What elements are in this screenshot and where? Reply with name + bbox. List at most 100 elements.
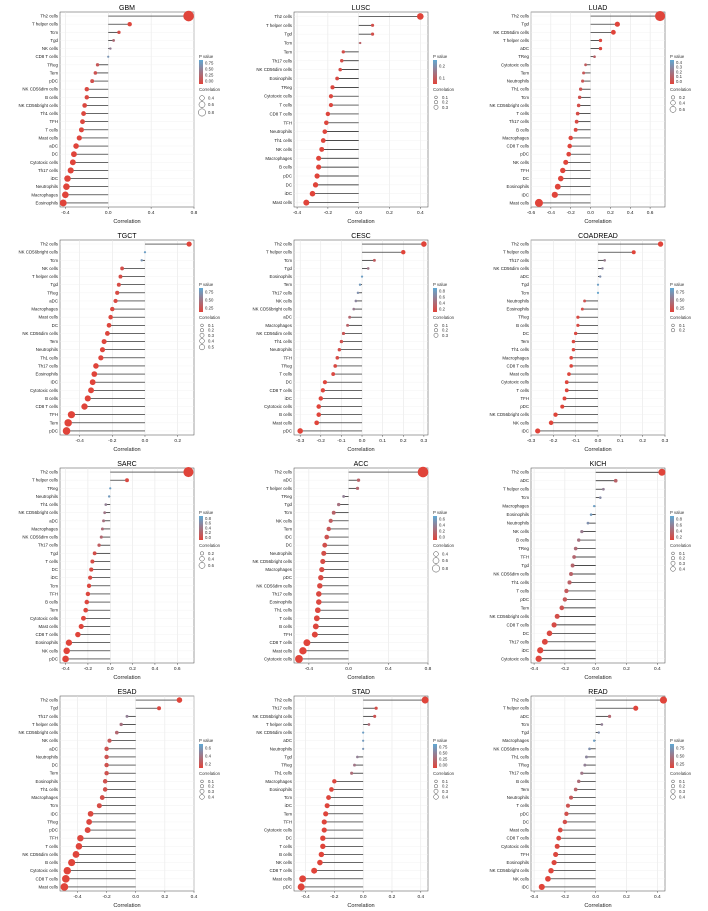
panel-title: COADREAD <box>578 233 618 240</box>
x-tick-label: 0.6 <box>647 210 654 216</box>
category-label: Neutrophils <box>507 521 530 526</box>
data-point <box>76 135 82 141</box>
data-point <box>112 39 115 42</box>
data-point <box>576 315 580 319</box>
x-tick-label: 0.0 <box>132 894 139 900</box>
x-tick-label: -0.2 <box>84 666 93 672</box>
category-label: TFH <box>520 555 529 560</box>
pvalue-color-bar <box>199 744 203 768</box>
pvalue-color-bar <box>433 288 437 312</box>
panel-title: READ <box>588 689 607 696</box>
category-label: Th1 cells <box>40 111 58 116</box>
category-label: CD8 T cells <box>269 388 292 393</box>
category-label: Th2 cells <box>274 698 292 703</box>
category-label: CD8 T cells <box>35 876 58 881</box>
data-point <box>372 258 376 262</box>
category-label: Eosinophils <box>36 372 59 377</box>
pvalue-tick-label: 0.0 <box>676 79 683 84</box>
data-point <box>348 315 352 319</box>
data-point <box>535 655 542 662</box>
category-label: Cytotoxic cells <box>264 656 293 661</box>
plot-area <box>59 695 195 892</box>
category-label: iDC <box>285 396 292 401</box>
data-point <box>324 803 330 809</box>
data-point <box>569 356 573 360</box>
data-point <box>335 76 340 81</box>
data-point <box>320 835 326 841</box>
category-label: Th1 cells <box>40 787 58 792</box>
category-label: DC <box>523 819 529 824</box>
category-label: CD8 T cells <box>506 622 529 627</box>
x-tick-label: -0.2 <box>330 894 339 900</box>
x-tick-label: -0.6 <box>527 210 536 216</box>
data-point <box>75 843 83 850</box>
data-point <box>553 412 558 417</box>
data-point <box>337 347 342 352</box>
category-label: Th17 cells <box>38 543 59 548</box>
pvalue-tick-label: 0.0 <box>439 534 446 539</box>
category-label: NK CD56bright cells <box>252 559 292 564</box>
category-label: Macrophages <box>265 156 292 161</box>
data-point <box>97 543 101 547</box>
data-point <box>120 266 124 271</box>
category-label: DC <box>52 152 58 157</box>
data-point <box>320 138 326 143</box>
size-legend-title: Correlation <box>433 87 455 92</box>
size-legend-label: 0.2 <box>208 551 215 556</box>
x-tick-label: -0.2 <box>561 666 570 672</box>
x-tick-label: -0.4 <box>73 894 82 900</box>
size-legend-circle <box>434 779 438 784</box>
pvalue-color-bar <box>199 288 203 312</box>
pvalue-color-bar <box>433 60 437 84</box>
category-label: Tgd <box>284 32 292 37</box>
x-tick-label: -0.4 <box>530 894 539 900</box>
panel-title: TGCT <box>117 233 137 240</box>
size-legend-label: 0.2 <box>679 95 686 100</box>
category-label: Eosinophils <box>270 274 293 279</box>
lollipop-chart: -0.4 -0.2 0.0 0.2 0.4 Th2 cells Tgd Th17 cells T… <box>18 689 220 909</box>
panel-esad: -0.4 -0.2 0.0 0.2 0.4 Th2 cells Tgd Th17 cells T… <box>8 687 230 911</box>
category-label: NK CD56bright cells <box>18 510 58 515</box>
category-label: T cells <box>45 559 58 564</box>
x-tick-label: 0.0 <box>359 438 366 444</box>
category-label: Neutrophils <box>36 754 59 759</box>
pvalue-tick-label: 0.8 <box>676 516 683 521</box>
pvalue-tick-label: 0.6 <box>676 522 683 527</box>
category-label: NK cells <box>276 518 293 523</box>
data-point <box>573 787 578 792</box>
category-label: TFH <box>49 412 58 417</box>
category-label: NK cells <box>513 876 530 881</box>
data-point <box>571 339 576 344</box>
data-point <box>82 103 87 108</box>
size-legend-label: 0.1 <box>442 779 449 784</box>
panel-cesc: -0.3 -0.2 -0.1 0.0 0.1 0.2 0.3 Th2 cells T helpe… <box>242 231 464 455</box>
data-point <box>312 623 319 630</box>
category-label: Th17 cells <box>509 119 530 124</box>
category-label: iDC <box>51 575 58 580</box>
category-label: Macrophages <box>31 526 58 531</box>
data-point <box>320 843 326 849</box>
category-label: NK cells <box>42 648 59 653</box>
data-point <box>316 591 322 597</box>
x-tick-label: -0.4 <box>75 438 84 444</box>
category-label: Neutrophils <box>270 347 293 352</box>
category-label: T helper cells <box>32 478 59 483</box>
data-point <box>566 151 572 157</box>
size-legend-circle <box>669 106 677 113</box>
category-label: NK CD56dim cells <box>22 331 58 336</box>
category-label: Th17 cells <box>509 258 530 263</box>
data-point <box>318 575 324 581</box>
plot-area <box>293 11 429 208</box>
data-point <box>342 495 346 498</box>
x-axis-label: Correlation <box>347 903 374 909</box>
category-label: TFH <box>520 396 529 401</box>
data-point <box>314 607 321 614</box>
size-legend-circle <box>199 794 205 800</box>
data-point <box>93 71 98 75</box>
data-point <box>562 396 567 401</box>
data-point <box>99 535 103 539</box>
category-label: DC <box>52 567 58 572</box>
panel-title: SARC <box>117 461 136 468</box>
data-point <box>421 241 427 247</box>
data-point <box>355 486 360 490</box>
